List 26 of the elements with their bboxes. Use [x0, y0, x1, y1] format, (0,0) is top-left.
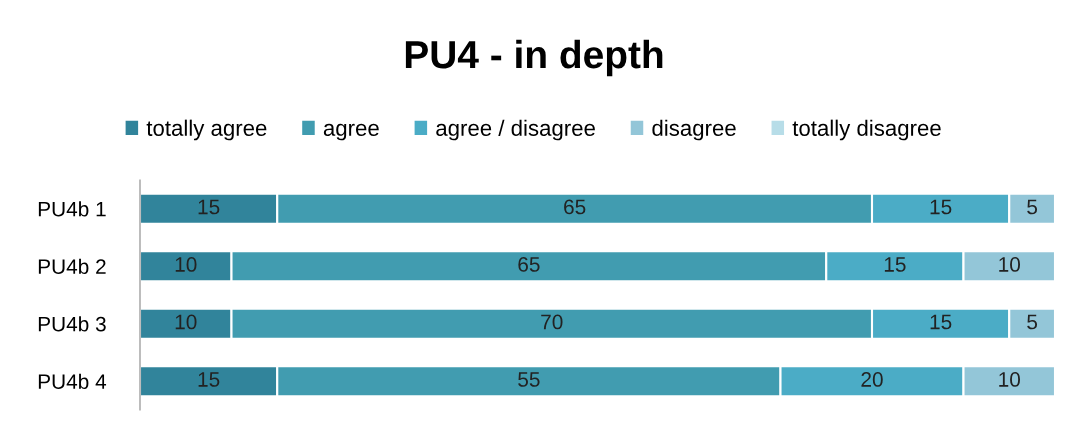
legend-label: agree	[323, 123, 379, 141]
data-label: 15	[930, 199, 952, 215]
y-tick-label: PU4b 2	[38, 258, 106, 274]
data-label: 5	[1027, 199, 1038, 215]
data-label: 65	[518, 257, 540, 272]
y-tick-label: PU4b 1	[38, 201, 106, 217]
data-label: 20	[861, 372, 883, 387]
data-label: 5	[1027, 314, 1038, 330]
data-label: 10	[175, 257, 197, 272]
legend-label: totally agree	[146, 119, 267, 141]
data-label: 10	[999, 372, 1021, 387]
legend-label: agree / disagree	[436, 119, 595, 141]
chart-title: PU4 - in depth	[405, 39, 663, 77]
data-label: 70	[541, 314, 563, 330]
y-tick-label: PU4b 4	[38, 373, 107, 389]
data-label: 65	[564, 199, 586, 215]
data-label: 15	[884, 257, 906, 272]
data-label: 10	[175, 314, 197, 330]
legend-label: totally disagree	[792, 119, 941, 141]
data-label: 15	[198, 372, 220, 387]
data-label: 15	[930, 314, 952, 330]
data-label: 10	[999, 257, 1021, 272]
y-tick-label: PU4b 3	[38, 316, 106, 332]
legend-label: disagree	[652, 119, 736, 141]
data-label: 15	[198, 199, 220, 215]
data-label: 55	[518, 372, 540, 387]
